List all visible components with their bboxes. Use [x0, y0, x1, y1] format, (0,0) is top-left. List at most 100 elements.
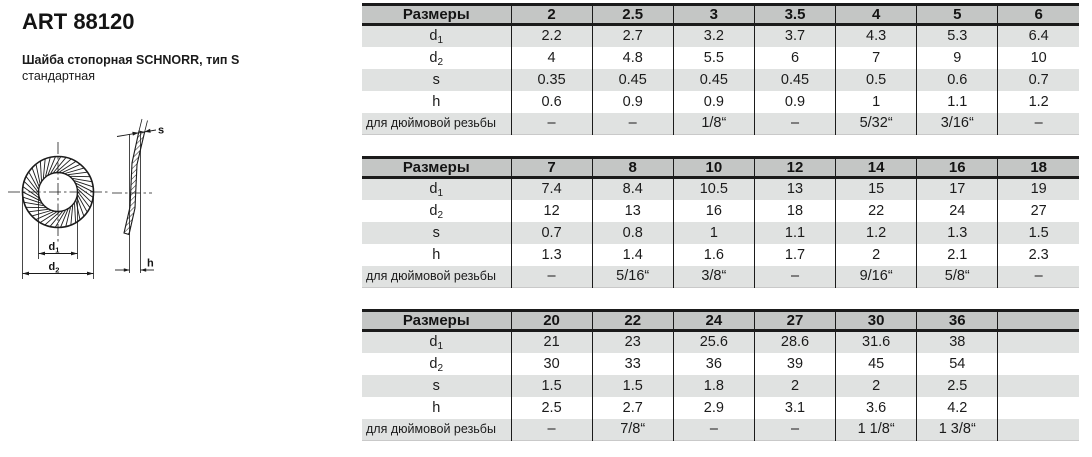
param-label-inch: для дюймовой резьбы: [366, 422, 496, 437]
value-cell: 5.3: [916, 24, 998, 47]
value-cell: 4: [510, 46, 593, 69]
value-cell: 7/8“: [591, 418, 674, 441]
value-cell: –: [997, 265, 1079, 288]
value-cell: –: [997, 112, 1079, 135]
value-cell: 5.5: [672, 46, 755, 69]
size-table-2: Размеры 7 8 10 12 14 16 18 d1 7.4 8.4 10.5 13 15 17 19 d…: [362, 156, 1079, 288]
value-cell: 4.2: [916, 396, 998, 419]
washer-technical-drawing-icon: d1 d2 s h: [8, 118, 164, 279]
value-cell: 1: [672, 221, 755, 244]
value-cell: [997, 418, 1079, 441]
size-column-header: 8: [591, 157, 674, 179]
value-cell: 3.6: [835, 396, 917, 419]
param-row-h: h 1.3 1.4 1.6 1.7 2 2.1 2.3: [362, 243, 1079, 266]
param-row-s: s 0.7 0.8 1 1.1 1.2 1.3 1.5: [362, 221, 1079, 244]
value-cell: 39: [753, 352, 836, 375]
value-cell: 1.5: [997, 221, 1079, 244]
value-cell: 3.1: [753, 396, 836, 419]
sizes-corner-label: Размеры: [362, 4, 511, 26]
value-cell: 4.8: [591, 46, 674, 69]
value-cell: 0.45: [672, 68, 755, 91]
size-column-header: 4: [835, 4, 917, 26]
param-label-inch: для дюймовой резьбы: [366, 116, 496, 131]
param-label-inch: для дюймовой резьбы: [366, 269, 496, 284]
dimension-label-d2: d2: [49, 261, 60, 275]
washer-section-profile: [123, 130, 146, 236]
value-cell: 1.2: [997, 90, 1079, 113]
value-cell: [997, 330, 1079, 353]
value-cell: 9: [916, 46, 998, 69]
size-column-header: 6: [997, 4, 1079, 26]
param-label-d1: d1: [429, 181, 444, 200]
value-cell: 1.1: [753, 221, 836, 244]
value-cell: 21: [510, 330, 593, 353]
value-cell: [997, 396, 1079, 419]
value-cell: 0.9: [591, 90, 674, 113]
param-row-s: s 0.35 0.45 0.45 0.45 0.5 0.6 0.7: [362, 68, 1079, 91]
value-cell: 1.5: [510, 374, 593, 397]
value-cell: 23: [591, 330, 674, 353]
value-cell: –: [591, 112, 674, 135]
value-cell: –: [753, 265, 836, 288]
value-cell: –: [672, 418, 755, 441]
value-cell: 1: [835, 90, 917, 113]
value-cell: 0.7: [510, 221, 593, 244]
value-cell: 6.4: [997, 24, 1079, 47]
value-cell: 1.3: [916, 221, 998, 244]
value-cell: –: [753, 418, 836, 441]
size-column-header: 14: [835, 157, 917, 179]
value-cell: 38: [916, 330, 998, 353]
value-cell: 4.3: [835, 24, 917, 47]
value-cell: 0.35: [510, 68, 593, 91]
size-column-header: [997, 310, 1079, 332]
value-cell: 1.6: [672, 243, 755, 266]
value-cell: 3/8“: [672, 265, 755, 288]
value-cell: 0.9: [672, 90, 755, 113]
value-cell: 1.3: [510, 243, 593, 266]
sizes-corner-label: Размеры: [362, 157, 511, 179]
page-title: ART 88120: [22, 9, 135, 34]
value-cell: 1.2: [835, 221, 917, 244]
value-cell: 1.4: [591, 243, 674, 266]
size-header-row: Размеры 7 8 10 12 14 16 18: [362, 157, 1079, 179]
value-cell: 2.5: [510, 396, 593, 419]
size-column-header: 3.5: [753, 4, 836, 26]
value-cell: [997, 374, 1079, 397]
size-column-header: 36: [916, 310, 998, 332]
value-cell: 30: [510, 352, 593, 375]
param-label-d1: d1: [429, 334, 444, 353]
washer-side-view: [112, 118, 157, 273]
param-row-d1: d1 7.4 8.4 10.5 13 15 17 19: [362, 177, 1079, 200]
value-cell: 2.7: [591, 396, 674, 419]
param-row-h: h 0.6 0.9 0.9 0.9 1 1.1 1.2: [362, 90, 1079, 113]
value-cell: 5/32“: [835, 112, 917, 135]
param-row-d1: d1 21 23 25.6 28.6 31.6 38: [362, 330, 1079, 353]
value-cell: 1 3/8“: [916, 418, 998, 441]
value-cell: 28.6: [753, 330, 836, 353]
size-column-header: 2.5: [591, 4, 674, 26]
value-cell: 31.6: [835, 330, 917, 353]
value-cell: –: [510, 418, 593, 441]
value-cell: 3.7: [753, 24, 836, 47]
param-label-h: h: [432, 93, 441, 110]
value-cell: 45: [835, 352, 917, 375]
param-row-s: s 1.5 1.5 1.8 2 2 2.5: [362, 374, 1079, 397]
value-cell: 13: [591, 199, 674, 222]
param-label-d2: d2: [429, 49, 444, 68]
value-cell: 2.5: [916, 374, 998, 397]
value-cell: 8.4: [591, 177, 674, 200]
washer-front-view: [8, 142, 108, 279]
size-column-header: 12: [753, 157, 836, 179]
param-row-h: h 2.5 2.7 2.9 3.1 3.6 4.2: [362, 396, 1079, 419]
dimension-label-h: h: [147, 258, 154, 270]
value-cell: 25.6: [672, 330, 755, 353]
value-cell: 5/8“: [916, 265, 998, 288]
value-cell: 33: [591, 352, 674, 375]
size-column-header: 3: [672, 4, 755, 26]
product-name: Шайба стопорная SCHNORR, тип S: [22, 53, 240, 67]
value-cell: 1.7: [753, 243, 836, 266]
value-cell: 7: [835, 46, 917, 69]
size-column-header: 2: [510, 4, 593, 26]
size-header-row: Размеры 2 2.5 3 3.5 4 5 6: [362, 4, 1079, 26]
